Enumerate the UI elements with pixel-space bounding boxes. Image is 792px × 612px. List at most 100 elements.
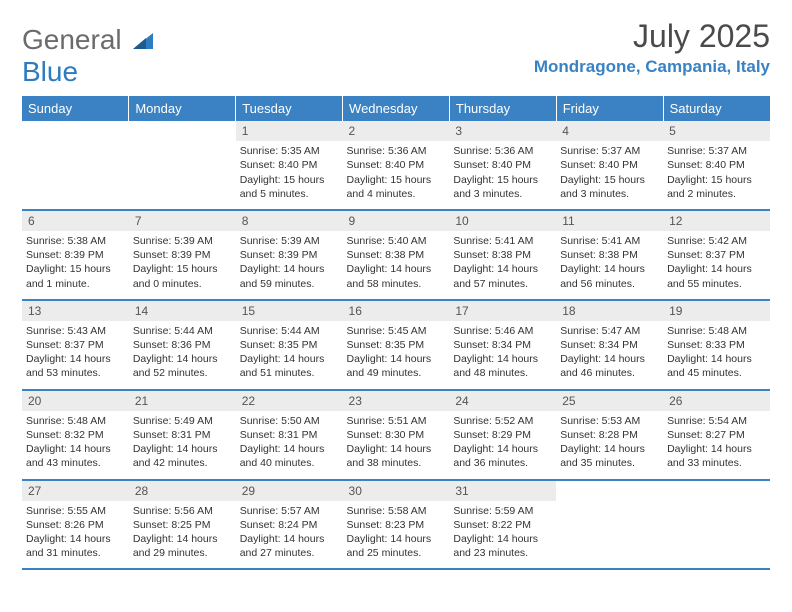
calendar-day-cell: 26Sunrise: 5:54 AMSunset: 8:27 PMDayligh… — [663, 390, 770, 480]
day-number: 5 — [663, 121, 770, 141]
weekday-header-row: SundayMondayTuesdayWednesdayThursdayFrid… — [22, 96, 770, 121]
day-body: Sunrise: 5:40 AMSunset: 8:38 PMDaylight:… — [343, 231, 450, 299]
sunset-value: 8:37 PM — [706, 249, 745, 261]
calendar-day-cell: . — [663, 480, 770, 570]
daylight-label: Daylight: — [133, 443, 174, 455]
calendar-day-cell: 24Sunrise: 5:52 AMSunset: 8:29 PMDayligh… — [449, 390, 556, 480]
day-body: Sunrise: 5:55 AMSunset: 8:26 PMDaylight:… — [22, 501, 129, 569]
sunrise-label: Sunrise: — [133, 505, 172, 517]
day-body: Sunrise: 5:56 AMSunset: 8:25 PMDaylight:… — [129, 501, 236, 569]
calendar-day-cell: 25Sunrise: 5:53 AMSunset: 8:28 PMDayligh… — [556, 390, 663, 480]
calendar-day-cell: 27Sunrise: 5:55 AMSunset: 8:26 PMDayligh… — [22, 480, 129, 570]
sunrise-value: 5:39 AM — [281, 235, 320, 247]
day-body: Sunrise: 5:54 AMSunset: 8:27 PMDaylight:… — [663, 411, 770, 479]
sunset-value: 8:39 PM — [278, 249, 317, 261]
sunset-label: Sunset: — [26, 339, 62, 351]
sunset-value: 8:34 PM — [492, 339, 531, 351]
sunrise-value: 5:50 AM — [281, 415, 320, 427]
day-number: 11 — [556, 211, 663, 231]
sunrise-value: 5:36 AM — [388, 145, 427, 157]
day-number: 12 — [663, 211, 770, 231]
day-number: 14 — [129, 301, 236, 321]
sunset-label: Sunset: — [240, 339, 276, 351]
sunrise-label: Sunrise: — [560, 235, 599, 247]
sunset-value: 8:22 PM — [492, 519, 531, 531]
day-body: Sunrise: 5:36 AMSunset: 8:40 PMDaylight:… — [343, 141, 450, 209]
sunset-label: Sunset: — [347, 249, 383, 261]
calendar-day-cell: 1Sunrise: 5:35 AMSunset: 8:40 PMDaylight… — [236, 121, 343, 210]
sunset-label: Sunset: — [560, 249, 596, 261]
weekday-thursday: Thursday — [449, 96, 556, 121]
sunset-value: 8:24 PM — [278, 519, 317, 531]
calendar-day-cell: 22Sunrise: 5:50 AMSunset: 8:31 PMDayligh… — [236, 390, 343, 480]
sunrise-label: Sunrise: — [667, 325, 706, 337]
sunrise-label: Sunrise: — [347, 325, 386, 337]
sunrise-value: 5:58 AM — [388, 505, 427, 517]
daylight-label: Daylight: — [347, 533, 388, 545]
sunset-label: Sunset: — [560, 339, 596, 351]
sunrise-label: Sunrise: — [453, 235, 492, 247]
day-body: Sunrise: 5:49 AMSunset: 8:31 PMDaylight:… — [129, 411, 236, 479]
daylight-label: Daylight: — [453, 353, 494, 365]
daylight-label: Daylight: — [667, 353, 708, 365]
calendar-week-row: 27Sunrise: 5:55 AMSunset: 8:26 PMDayligh… — [22, 480, 770, 570]
day-number: 23 — [343, 391, 450, 411]
day-body: Sunrise: 5:37 AMSunset: 8:40 PMDaylight:… — [663, 141, 770, 209]
sunrise-label: Sunrise: — [133, 325, 172, 337]
day-number: 21 — [129, 391, 236, 411]
sunrise-value: 5:46 AM — [495, 325, 534, 337]
sunset-label: Sunset: — [453, 159, 489, 171]
sunrise-label: Sunrise: — [560, 325, 599, 337]
day-number: 27 — [22, 481, 129, 501]
sunset-label: Sunset: — [667, 339, 703, 351]
sunrise-label: Sunrise: — [26, 415, 65, 427]
day-body: Sunrise: 5:48 AMSunset: 8:32 PMDaylight:… — [22, 411, 129, 479]
daylight-label: Daylight: — [240, 174, 281, 186]
daylight-label: Daylight: — [453, 443, 494, 455]
sunset-value: 8:40 PM — [492, 159, 531, 171]
daylight-label: Daylight: — [133, 353, 174, 365]
day-body: Sunrise: 5:42 AMSunset: 8:37 PMDaylight:… — [663, 231, 770, 299]
calendar-day-cell: 16Sunrise: 5:45 AMSunset: 8:35 PMDayligh… — [343, 300, 450, 390]
sunset-value: 8:25 PM — [171, 519, 210, 531]
sunrise-label: Sunrise: — [240, 235, 279, 247]
calendar-day-cell: 17Sunrise: 5:46 AMSunset: 8:34 PMDayligh… — [449, 300, 556, 390]
weekday-monday: Monday — [129, 96, 236, 121]
day-body: Sunrise: 5:44 AMSunset: 8:36 PMDaylight:… — [129, 321, 236, 389]
calendar-day-cell: 31Sunrise: 5:59 AMSunset: 8:22 PMDayligh… — [449, 480, 556, 570]
sunset-value: 8:35 PM — [278, 339, 317, 351]
daylight-label: Daylight: — [133, 263, 174, 275]
location-subtitle: Mondragone, Campania, Italy — [534, 57, 770, 77]
sunrise-value: 5:45 AM — [388, 325, 427, 337]
daylight-label: Daylight: — [453, 174, 494, 186]
sunrise-value: 5:51 AM — [388, 415, 427, 427]
sunset-value: 8:40 PM — [706, 159, 745, 171]
sunrise-value: 5:48 AM — [67, 415, 106, 427]
sunset-label: Sunset: — [240, 249, 276, 261]
sunrise-label: Sunrise: — [240, 505, 279, 517]
calendar-day-cell: 2Sunrise: 5:36 AMSunset: 8:40 PMDaylight… — [343, 121, 450, 210]
sunset-label: Sunset: — [453, 519, 489, 531]
day-body: Sunrise: 5:39 AMSunset: 8:39 PMDaylight:… — [129, 231, 236, 299]
day-body: Sunrise: 5:57 AMSunset: 8:24 PMDaylight:… — [236, 501, 343, 569]
day-number: 19 — [663, 301, 770, 321]
sunrise-label: Sunrise: — [26, 325, 65, 337]
sunset-label: Sunset: — [560, 429, 596, 441]
sunset-label: Sunset: — [240, 159, 276, 171]
day-number: 4 — [556, 121, 663, 141]
calendar-day-cell: . — [129, 121, 236, 210]
sunrise-value: 5:41 AM — [495, 235, 534, 247]
day-body: Sunrise: 5:52 AMSunset: 8:29 PMDaylight:… — [449, 411, 556, 479]
day-body: Sunrise: 5:41 AMSunset: 8:38 PMDaylight:… — [449, 231, 556, 299]
sunset-value: 8:40 PM — [278, 159, 317, 171]
sunrise-label: Sunrise: — [240, 415, 279, 427]
day-body: Sunrise: 5:39 AMSunset: 8:39 PMDaylight:… — [236, 231, 343, 299]
sunrise-value: 5:36 AM — [495, 145, 534, 157]
sunrise-label: Sunrise: — [453, 505, 492, 517]
sunrise-label: Sunrise: — [453, 415, 492, 427]
daylight-label: Daylight: — [26, 533, 67, 545]
daylight-label: Daylight: — [667, 263, 708, 275]
sunrise-value: 5:44 AM — [174, 325, 213, 337]
sunrise-label: Sunrise: — [26, 235, 65, 247]
day-body: Sunrise: 5:51 AMSunset: 8:30 PMDaylight:… — [343, 411, 450, 479]
